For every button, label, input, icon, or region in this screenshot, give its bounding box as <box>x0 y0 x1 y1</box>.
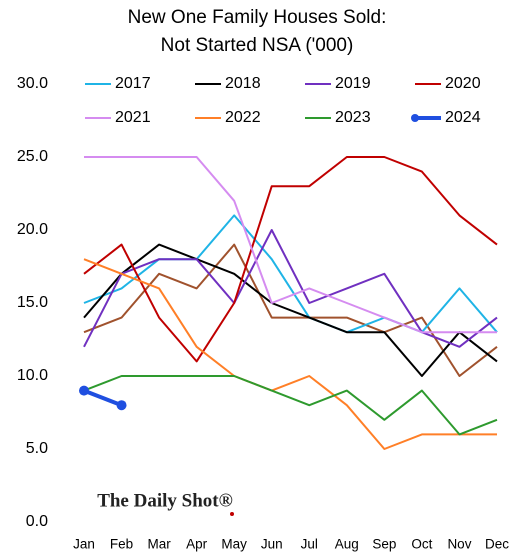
series-line <box>83 243 498 377</box>
chart-title: Not Started NSA ('000) <box>161 35 354 56</box>
y-tick-label: 30.0 <box>17 75 48 92</box>
x-tick-label: Dec <box>485 537 509 552</box>
legend-label: 2021 <box>115 109 151 126</box>
point <box>116 400 127 411</box>
series-line <box>83 156 498 363</box>
x-tick-label: Nov <box>447 537 471 552</box>
x-tick-label: Jul <box>301 537 318 552</box>
series-line <box>83 214 498 334</box>
watermark: The Daily Shot® <box>97 490 233 511</box>
legend-label: 2018 <box>225 75 261 92</box>
x-tick-label: Apr <box>186 537 208 552</box>
x-tick-label: Jun <box>261 537 283 552</box>
series-line <box>83 388 123 408</box>
legend-label: 2019 <box>335 75 371 92</box>
legend-label: 2020 <box>445 75 481 92</box>
y-tick-label: 5.0 <box>26 440 48 457</box>
legend-label: 2022 <box>225 109 261 126</box>
x-tick-label: Sep <box>372 537 396 552</box>
series-line <box>84 156 497 334</box>
legend-marker <box>411 114 419 122</box>
y-tick-label: 10.0 <box>17 367 48 384</box>
y-tick-label: 0.0 <box>26 513 48 530</box>
series-line <box>83 243 498 377</box>
y-tick-label: 20.0 <box>17 221 48 238</box>
x-tick-label: Oct <box>411 537 432 552</box>
series-line <box>83 229 498 348</box>
legend-label: 2024 <box>445 109 481 126</box>
x-tick-label: May <box>221 537 247 552</box>
chart-title: New One Family Houses Sold: <box>128 7 387 28</box>
legend-label: 2017 <box>115 75 151 92</box>
legend-label: 2023 <box>335 109 371 126</box>
x-tick-label: Feb <box>110 537 133 552</box>
watermark-dot <box>230 512 234 516</box>
y-tick-label: 15.0 <box>17 294 48 311</box>
x-tick-label: Aug <box>335 537 359 552</box>
x-tick-label: Mar <box>147 537 171 552</box>
y-tick-label: 25.0 <box>17 148 48 165</box>
series-line <box>83 258 497 450</box>
series-line <box>83 375 498 436</box>
x-tick-label: Jan <box>73 537 95 552</box>
point <box>79 385 89 396</box>
